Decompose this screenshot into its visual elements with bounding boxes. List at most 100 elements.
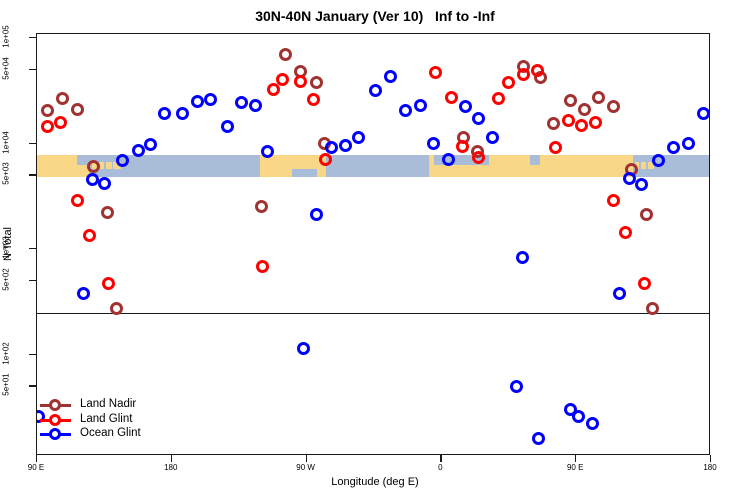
map-sea-notch [529, 154, 541, 165]
data-point-land-glint [40, 120, 54, 134]
data-point-land-glint [562, 114, 575, 128]
legend-label: Land Nadir [80, 398, 137, 410]
data-point-ocean-glint [696, 107, 709, 121]
data-point-ocean-glint [651, 154, 665, 168]
data-point-land-glint [275, 73, 289, 87]
map-island [99, 161, 104, 169]
data-point-land-glint [319, 153, 333, 167]
data-point-land-nadir [100, 206, 114, 220]
map-sea-notch [433, 154, 490, 165]
x-axis-tick-label: 180 [164, 463, 178, 472]
data-point-land-glint [70, 193, 84, 207]
data-point-ocean-glint [572, 409, 586, 423]
y-axis-tick [29, 248, 36, 250]
x-axis-tick-label: 90 E [566, 463, 584, 472]
data-point-ocean-glint [157, 107, 171, 121]
map-island [648, 161, 655, 169]
data-point-ocean-glint [413, 98, 427, 112]
data-point-ocean-glint [144, 138, 158, 152]
y-axis-tick-label: 5e+02 [1, 268, 11, 291]
data-point-land-glint [548, 141, 562, 155]
x-axis-tick [170, 455, 173, 462]
data-point-ocean-glint [325, 141, 339, 155]
data-point-land-glint [638, 276, 652, 290]
data-point-land-glint [575, 119, 589, 133]
x-axis-tick [440, 455, 442, 462]
x-axis-tick-label: 90 W [296, 463, 315, 472]
y-axis-tick [29, 353, 36, 355]
legend-circle-swatch [49, 399, 61, 411]
data-point-ocean-glint [458, 100, 472, 114]
x-axis-tick [710, 455, 712, 462]
data-point-ocean-glint [260, 145, 274, 159]
data-point-land-nadir [547, 117, 561, 131]
map-sea-notch [291, 169, 318, 178]
x-axis-tick [305, 455, 307, 462]
x-axis-tick-label: 90 E [27, 463, 45, 472]
data-point-ocean-glint [398, 104, 412, 118]
legend-row: Land Nadir [40, 398, 170, 412]
data-point-ocean-glint [509, 380, 523, 394]
data-point-land-nadir [40, 104, 54, 118]
data-point-land-nadir [645, 302, 659, 316]
data-point-ocean-glint [220, 120, 234, 134]
data-point-land-glint [293, 75, 307, 89]
legend-circle-swatch [49, 428, 61, 440]
data-point-ocean-glint [115, 154, 129, 168]
legend-row: Land Glint [40, 413, 170, 427]
data-point-land-glint [445, 90, 459, 104]
data-point-land-glint [588, 116, 602, 130]
data-point-land-nadir [70, 103, 84, 117]
data-point-ocean-glint [563, 402, 577, 416]
data-point-land-glint [502, 76, 516, 90]
data-point-ocean-glint [532, 431, 546, 445]
data-point-land-glint [82, 229, 96, 243]
reference-line [37, 312, 709, 314]
map-sea-notch [77, 154, 90, 165]
y-axis-tick-label: 1e+04 [1, 130, 11, 154]
data-point-ocean-glint [235, 95, 249, 109]
data-point-ocean-glint [352, 131, 366, 145]
y-axis-tick [29, 68, 36, 71]
data-point-ocean-glint [472, 112, 486, 126]
data-point-land-glint [54, 116, 68, 130]
y-axis-tick-label: 1e+05 [1, 25, 11, 48]
data-point-ocean-glint [585, 417, 599, 431]
y-axis-tick-label: 5e+03 [1, 162, 11, 185]
y-axis-tick [29, 37, 36, 39]
data-point-ocean-glint [623, 172, 637, 186]
data-point-land-glint [266, 83, 280, 97]
data-point-land-glint [472, 151, 486, 165]
legend-label: Ocean Glint [80, 427, 141, 439]
y-axis-tick [29, 385, 36, 387]
data-point-land-glint [530, 63, 544, 77]
data-point-ocean-glint [190, 95, 204, 109]
chart-title: 30N-40N January (Ver 10) Inf to -Inf [255, 8, 495, 24]
x-axis-tick-label: 180 [703, 463, 717, 472]
data-point-ocean-glint [338, 139, 352, 153]
data-point-land-nadir [109, 302, 123, 316]
y-axis-tick [29, 142, 36, 144]
data-point-ocean-glint [681, 137, 695, 151]
y-axis-tick-label: 5e+01 [1, 373, 11, 396]
data-point-ocean-glint [175, 107, 189, 121]
data-point-ocean-glint [76, 287, 90, 301]
data-point-ocean-glint [310, 208, 324, 222]
data-point-land-glint [307, 92, 321, 106]
map-island [641, 161, 646, 169]
data-point-ocean-glint [612, 287, 626, 301]
y-axis-tick [29, 174, 36, 176]
data-point-ocean-glint [204, 92, 218, 106]
y-axis-tick-label: 1e+03 [1, 236, 11, 259]
map-land-segment [37, 154, 90, 178]
x-axis-tick [575, 455, 577, 462]
world-map-band [37, 154, 709, 178]
data-point-ocean-glint [85, 173, 99, 187]
data-point-ocean-glint [296, 342, 310, 356]
data-point-land-nadir [639, 208, 653, 222]
legend-circle-swatch [49, 413, 61, 426]
data-point-land-nadir [87, 160, 101, 174]
data-point-ocean-glint [515, 251, 529, 265]
data-point-ocean-glint [485, 131, 499, 145]
y-axis-tick-label: 5e+04 [1, 57, 11, 80]
